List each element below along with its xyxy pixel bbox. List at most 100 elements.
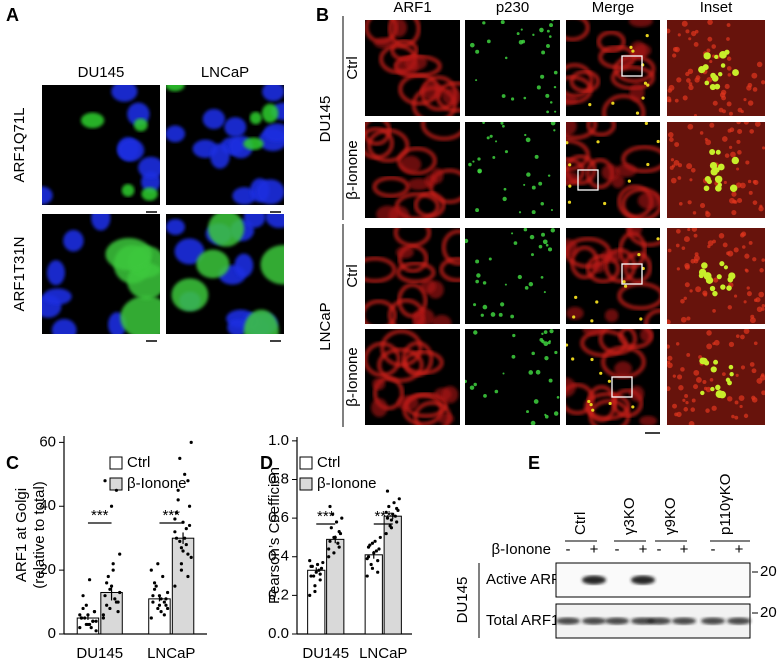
puncta	[510, 97, 515, 101]
cell-signal	[407, 178, 431, 191]
data-point	[157, 594, 162, 598]
speckle	[741, 231, 747, 237]
band	[672, 617, 696, 625]
data-point	[178, 539, 182, 543]
speckle	[748, 190, 753, 195]
row-label: ARF1Q71L	[11, 107, 28, 182]
panel-label: A	[6, 5, 19, 25]
speckle	[670, 177, 677, 184]
speckle	[727, 73, 732, 77]
significance-label: ***	[91, 507, 109, 524]
puncta	[714, 83, 721, 90]
y-tick-label: 60	[39, 433, 56, 450]
speckle	[699, 203, 706, 209]
cell-signal	[166, 85, 185, 92]
puncta	[545, 243, 549, 247]
puncta	[720, 63, 726, 68]
speckle	[726, 56, 732, 61]
y-tick-label: 0.4	[268, 548, 289, 565]
nucleus	[43, 288, 72, 305]
puncta	[477, 169, 482, 174]
data-point	[154, 584, 158, 588]
puncta	[641, 96, 645, 100]
data-point	[187, 504, 192, 508]
data-point	[152, 587, 157, 591]
puncta	[554, 110, 557, 113]
data-point	[176, 498, 180, 502]
speckle	[694, 252, 699, 257]
column-label: Ctrl	[572, 512, 589, 535]
puncta	[568, 184, 572, 188]
cell-signal	[127, 262, 160, 300]
speckle	[761, 390, 765, 396]
row-label: β-Ionone	[344, 140, 361, 200]
cell-signal	[397, 146, 437, 176]
speckle	[693, 233, 698, 238]
data-point	[181, 549, 185, 553]
puncta	[472, 160, 475, 163]
band	[727, 617, 751, 625]
micrograph	[566, 329, 660, 425]
speckle	[683, 296, 687, 301]
puncta	[700, 390, 705, 396]
puncta	[556, 396, 560, 399]
data-point	[370, 566, 375, 570]
lane-sign: -	[711, 541, 716, 558]
cell-signal	[604, 248, 637, 284]
speckle	[753, 341, 758, 346]
speckle	[687, 123, 694, 130]
speckle	[680, 367, 685, 372]
row-label: Ctrl	[344, 264, 361, 287]
data-point	[328, 504, 332, 509]
cell-line-label: DU145	[454, 577, 471, 624]
cell-signal	[601, 164, 620, 181]
micrograph	[166, 85, 284, 205]
puncta	[566, 343, 569, 347]
speckle	[706, 343, 713, 350]
data-point	[377, 547, 381, 551]
data-point	[111, 568, 115, 572]
nucleus	[234, 253, 254, 278]
speckle	[726, 23, 731, 27]
data-point	[105, 603, 109, 607]
puncta	[524, 285, 529, 290]
puncta	[699, 357, 707, 365]
speckle	[742, 245, 746, 249]
puncta	[541, 332, 544, 336]
speckle	[712, 100, 718, 106]
puncta	[529, 234, 535, 240]
cell-signal	[566, 122, 577, 136]
puncta	[501, 124, 505, 128]
puncta	[590, 357, 594, 362]
puncta	[701, 262, 708, 269]
nucleus	[166, 218, 185, 236]
puncta	[729, 372, 734, 377]
speckle	[758, 206, 764, 212]
puncta	[710, 366, 717, 373]
bar	[307, 569, 326, 635]
data-point	[395, 506, 399, 511]
puncta	[545, 93, 550, 98]
puncta	[549, 23, 553, 28]
cell-signal	[621, 187, 660, 218]
puncta	[590, 319, 594, 323]
data-point	[103, 479, 107, 483]
puncta	[518, 211, 522, 214]
lane-sign: +	[639, 541, 648, 558]
data-point	[327, 555, 331, 559]
lane-sign: -	[615, 541, 620, 558]
data-point	[86, 622, 90, 627]
speckle	[672, 53, 677, 58]
speckle	[680, 299, 685, 304]
data-point	[116, 610, 120, 614]
data-point	[78, 626, 82, 630]
speckle	[699, 131, 704, 135]
speckle	[739, 182, 746, 189]
data-point	[91, 619, 95, 623]
puncta	[543, 330, 548, 334]
puncta	[608, 401, 612, 406]
speckle	[707, 20, 713, 25]
x-tick-label: DU145	[76, 645, 123, 662]
puncta	[536, 85, 541, 90]
speckle	[722, 242, 728, 248]
